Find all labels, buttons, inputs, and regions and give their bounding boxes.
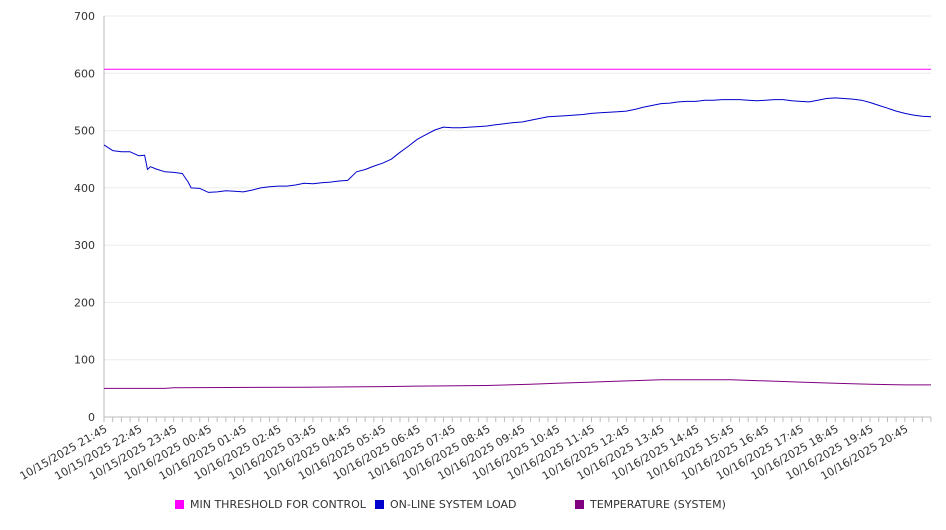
legend-label-min-threshold: MIN THRESHOLD FOR CONTROL [190, 498, 366, 511]
legend-swatch-min-threshold [175, 500, 184, 509]
series-line-1 [103, 97, 932, 193]
legend-item-min-threshold: MIN THRESHOLD FOR CONTROL [175, 498, 366, 511]
y-tick-label: 600 [74, 67, 95, 80]
axes [103, 16, 932, 422]
y-tick-label: 200 [74, 296, 95, 309]
legend-item-system-load: ON-LINE SYSTEM LOAD [375, 498, 516, 511]
legend: MIN THRESHOLD FOR CONTROL ON-LINE SYSTEM… [0, 498, 946, 514]
y-tick-label: 0 [88, 411, 95, 424]
legend-label-system-load: ON-LINE SYSTEM LOAD [390, 498, 517, 511]
y-tick-label: 400 [74, 182, 95, 195]
legend-swatch-temperature [575, 500, 584, 509]
series-lines [103, 68, 932, 389]
y-tick-label: 500 [74, 125, 95, 138]
legend-swatch-system-load [375, 500, 384, 509]
legend-item-temperature: TEMPERATURE (SYSTEM) [575, 498, 726, 511]
y-tick-label: 100 [74, 354, 95, 367]
y-tick-labels: 0 100 200 300 400 500 600 700 [74, 10, 95, 424]
legend-label-temperature: TEMPERATURE (SYSTEM) [590, 498, 726, 511]
gridlines [104, 15, 931, 361]
series-line-2 [104, 379, 931, 389]
y-tick-label: 700 [74, 10, 95, 23]
y-tick-label: 300 [74, 239, 95, 252]
